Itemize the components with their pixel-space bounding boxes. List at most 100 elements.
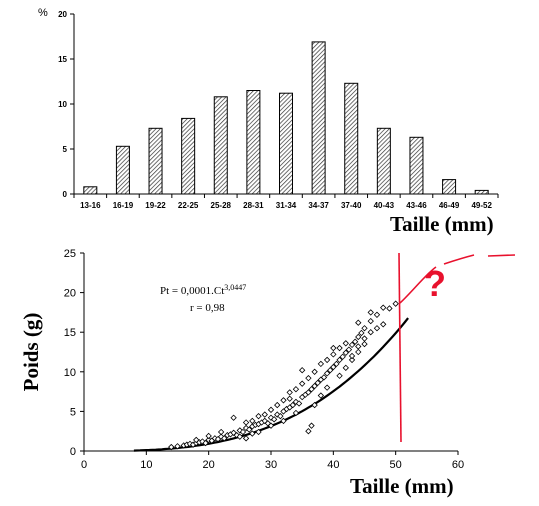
bar-37-40 bbox=[344, 82, 359, 195]
scatter-point bbox=[305, 389, 312, 396]
scatter-point bbox=[367, 309, 374, 316]
scatter-point bbox=[274, 401, 281, 409]
scatter-point bbox=[236, 433, 243, 440]
scatter-point bbox=[373, 311, 381, 318]
bar-xtick-label: 22-25 bbox=[178, 201, 199, 210]
scatter-point bbox=[261, 417, 268, 425]
bar-46-49 bbox=[442, 179, 457, 195]
bar-xtick-label: 40-43 bbox=[374, 201, 395, 210]
scatter-point bbox=[202, 439, 209, 447]
bar-28-31 bbox=[246, 90, 261, 195]
scatter-point bbox=[205, 432, 212, 440]
scatter-point bbox=[317, 392, 325, 399]
red-vertical-line bbox=[398, 252, 402, 443]
bar-ytick-label: 0 bbox=[63, 190, 68, 199]
scatter-point bbox=[299, 380, 306, 387]
scatter-point bbox=[386, 305, 393, 312]
scatter-point bbox=[336, 356, 343, 364]
scatter-point bbox=[311, 382, 318, 390]
scatter-point bbox=[267, 406, 275, 413]
scatter-point bbox=[330, 344, 337, 352]
bar-ytick-label: 20 bbox=[58, 10, 67, 19]
scatter-point bbox=[330, 351, 337, 358]
bar-xtick-label: 16-19 bbox=[113, 201, 134, 210]
bar-22-25 bbox=[181, 117, 196, 195]
bar-xtick-label: 37-40 bbox=[341, 201, 362, 210]
scatter-xtick-label: 60 bbox=[452, 459, 464, 471]
scatter-point bbox=[242, 419, 250, 426]
bar-ytick-label: 5 bbox=[63, 145, 68, 154]
scatter-point bbox=[355, 333, 362, 341]
scatter-point bbox=[305, 374, 312, 382]
scatter-point bbox=[355, 343, 362, 350]
scatter-point bbox=[286, 389, 293, 396]
scatter-xtick-label: 50 bbox=[390, 459, 402, 471]
scatter-point bbox=[242, 435, 250, 442]
bar-40-43 bbox=[376, 127, 391, 195]
scatter-point bbox=[246, 426, 253, 433]
scatter-point bbox=[280, 417, 287, 425]
bar-xtick-label: 19-22 bbox=[145, 201, 166, 210]
scatter-point bbox=[339, 353, 346, 360]
red-curve-segment-2 bbox=[443, 254, 475, 265]
bar-34-37 bbox=[311, 41, 326, 195]
scatter-point bbox=[361, 335, 368, 342]
scatter-ytick-label: 10 bbox=[64, 367, 76, 379]
scatter-point bbox=[342, 349, 349, 356]
scatter-point bbox=[333, 360, 340, 368]
scatter-chart: 0 5 10 15 20 25 0 10 20 30 40 50 60 Poids (g) Taill… bbox=[19, 248, 464, 498]
scatter-point bbox=[380, 304, 387, 311]
scatter-xtick-label: 40 bbox=[327, 459, 339, 471]
bar-xtick-label: 31-34 bbox=[276, 201, 297, 210]
scatter-point bbox=[311, 368, 318, 375]
scatter-point bbox=[292, 386, 300, 393]
scatter-ytick-label: 15 bbox=[64, 327, 76, 339]
scatter-point bbox=[380, 321, 387, 328]
equation-exponent: 3,0447 bbox=[224, 283, 246, 292]
scatter-point bbox=[239, 428, 247, 436]
bar-25-28 bbox=[213, 96, 228, 195]
bar-xtick-label: 25-28 bbox=[211, 201, 232, 210]
bar-13-16 bbox=[83, 186, 98, 195]
scatter-point bbox=[392, 300, 399, 307]
red-overlay: ? bbox=[398, 252, 516, 443]
scatter-point bbox=[336, 372, 343, 379]
scatter-point bbox=[280, 397, 287, 404]
scatter-point bbox=[249, 430, 256, 437]
scatter-point bbox=[348, 352, 356, 360]
correlation-annotation: r = 0,98 bbox=[190, 302, 225, 314]
scatter-point bbox=[255, 428, 262, 436]
scatter-point bbox=[330, 363, 337, 371]
scatter-point bbox=[308, 422, 315, 429]
bar-xtick-label: 34-37 bbox=[308, 201, 329, 210]
scatter-point bbox=[311, 401, 318, 409]
scatter-point bbox=[361, 325, 368, 332]
red-dash bbox=[487, 254, 516, 257]
scatter-point bbox=[323, 384, 331, 391]
scatter-ylabel: Poids (g) bbox=[19, 313, 43, 392]
scatter-point bbox=[327, 367, 334, 374]
bar-16-19 bbox=[115, 145, 130, 195]
scatter-point bbox=[373, 325, 381, 332]
scatter-point bbox=[367, 317, 374, 325]
equation-annotation: Pt = 0,0001.Ct3,0447 bbox=[160, 283, 246, 298]
scatter-point bbox=[249, 417, 256, 425]
scatter-point bbox=[314, 379, 321, 387]
scatter-point bbox=[351, 338, 359, 345]
scatter-xtick-label: 0 bbox=[81, 459, 87, 471]
scatter-xtick-label: 20 bbox=[203, 459, 215, 471]
bar-43-46 bbox=[409, 136, 424, 195]
scatter-point bbox=[193, 436, 200, 444]
scatter-ytick-label: 0 bbox=[70, 446, 76, 458]
scatter-ytick-label: 5 bbox=[70, 406, 76, 418]
scatter-point bbox=[367, 329, 374, 336]
scatter-point bbox=[348, 356, 356, 364]
scatter-point bbox=[233, 431, 240, 439]
scatter-point bbox=[342, 364, 349, 372]
scatter-xlabel: Taille (mm) bbox=[350, 474, 454, 498]
equation-main: Pt = 0,0001.Ct bbox=[160, 285, 224, 297]
scatter-point bbox=[348, 341, 356, 349]
bar-ytick-label: 10 bbox=[58, 100, 67, 109]
scatter-point bbox=[267, 422, 275, 429]
